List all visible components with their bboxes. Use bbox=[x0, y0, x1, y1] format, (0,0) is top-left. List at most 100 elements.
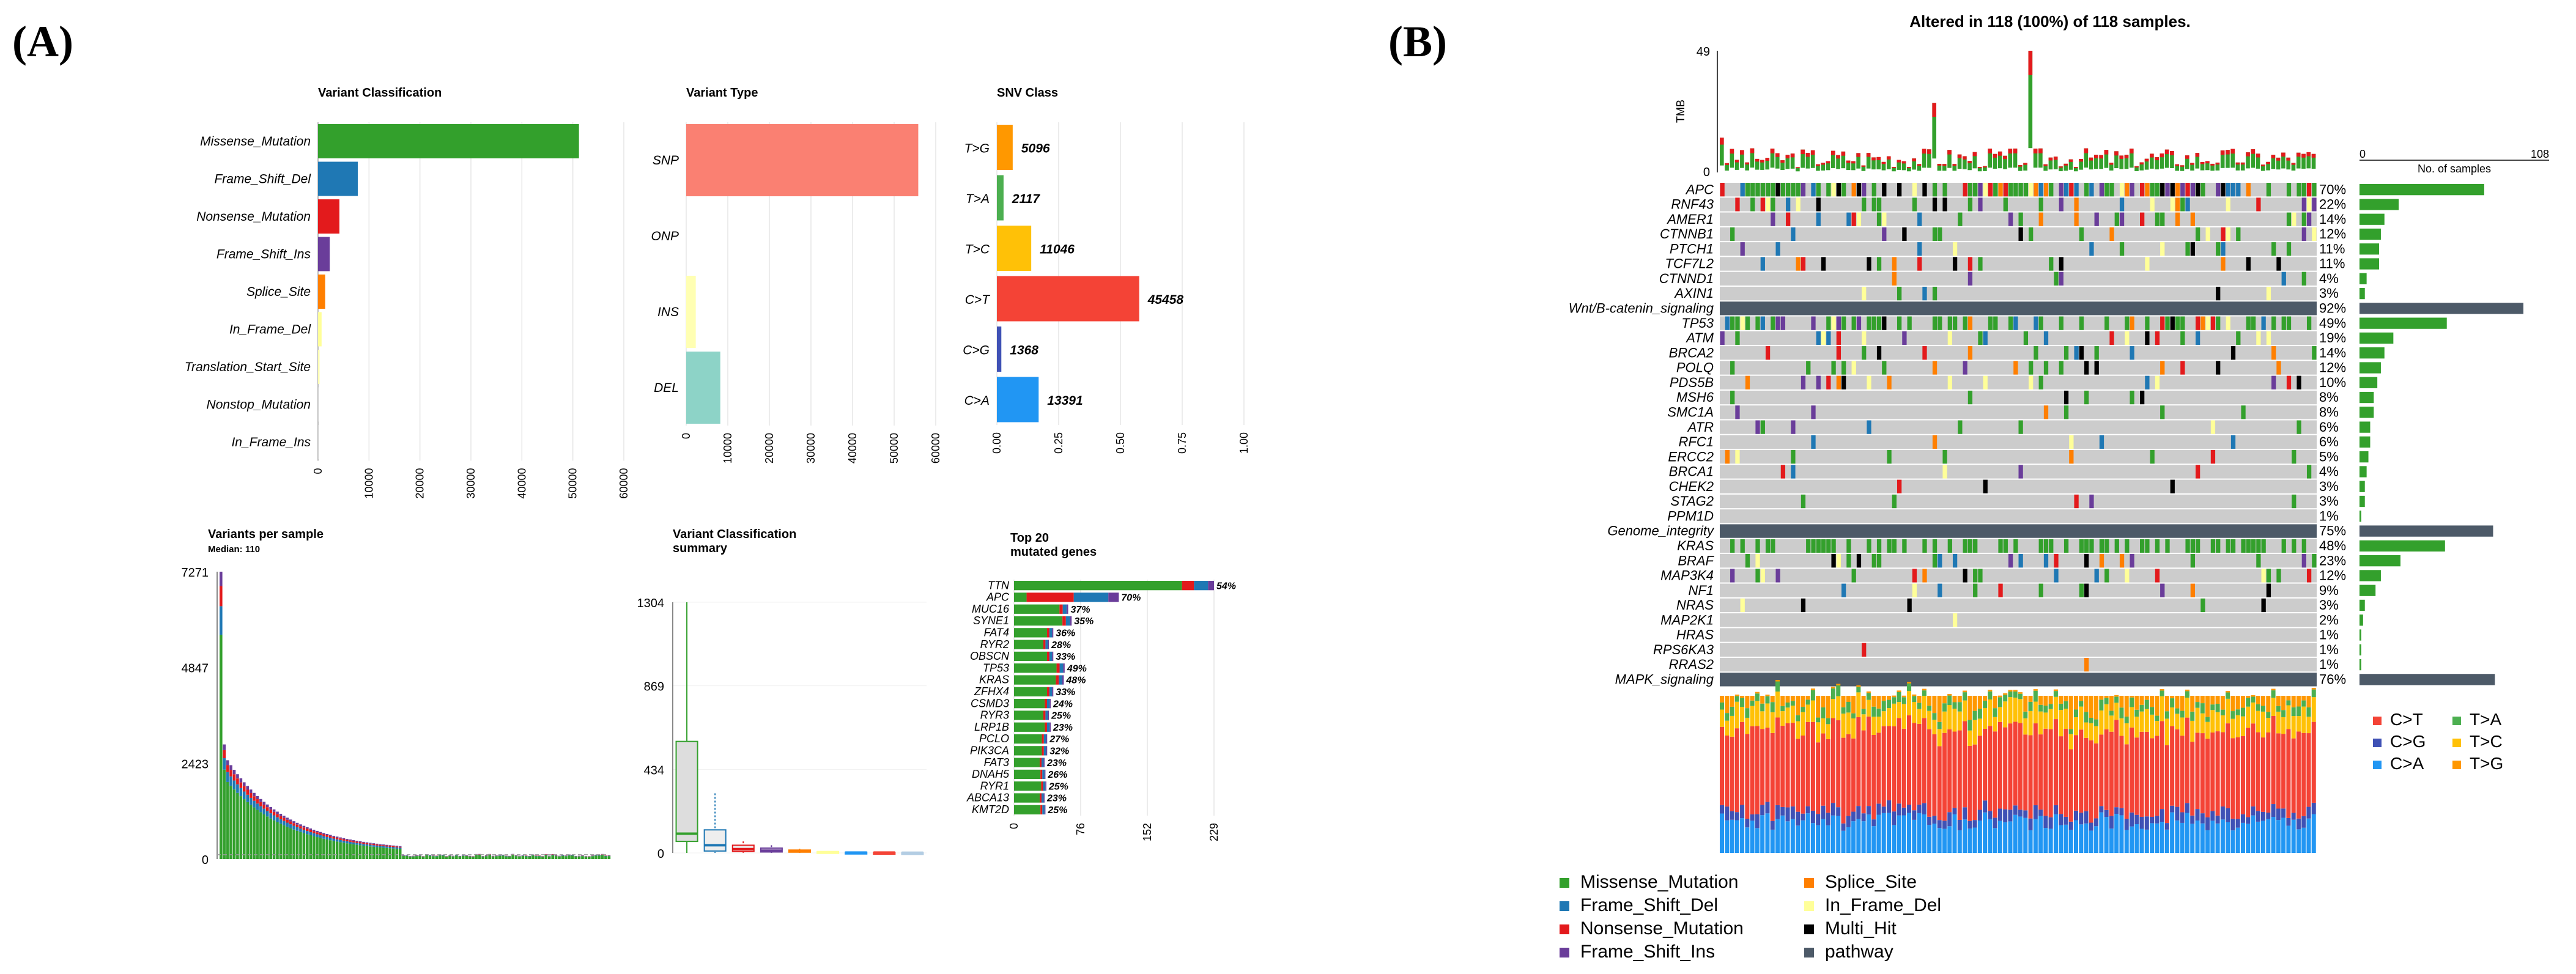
vps-bar bbox=[352, 842, 355, 844]
titv-bar bbox=[2200, 733, 2205, 814]
onco-cell bbox=[2170, 197, 2175, 212]
top-bar bbox=[1014, 734, 1042, 744]
vps-bar bbox=[379, 846, 382, 847]
vps-bar bbox=[598, 855, 601, 856]
titv-bar bbox=[2084, 737, 2089, 811]
tmb-bar bbox=[1912, 158, 1916, 161]
onco-cell bbox=[2145, 539, 2150, 553]
titv-bar bbox=[2038, 711, 2043, 735]
top-percent-label: 23% bbox=[1046, 794, 1067, 804]
titv-bar bbox=[2170, 812, 2175, 853]
titv-bar bbox=[2124, 830, 2129, 853]
onco-cell bbox=[2301, 197, 2306, 212]
titv-bar bbox=[2109, 710, 2114, 716]
onco-gene-label: STAG2 bbox=[1670, 493, 1714, 509]
snv-value-label: 13391 bbox=[1047, 394, 1083, 408]
tmb-bar bbox=[1796, 167, 1800, 172]
titv-bar bbox=[1760, 711, 1765, 729]
titv-bar bbox=[1790, 819, 1795, 853]
onco-cell bbox=[2094, 361, 2099, 375]
titv-bar bbox=[1967, 730, 1972, 746]
vc-summary-chart: Variant Classification summary 043486913… bbox=[637, 528, 927, 861]
onco-cell bbox=[2054, 271, 2059, 286]
onco-gene-label: KRAS bbox=[1677, 538, 1714, 553]
top-bar bbox=[1045, 710, 1048, 720]
titv-bar bbox=[2215, 696, 2220, 704]
variant-legend-swatch bbox=[1804, 901, 1814, 911]
titv-bar bbox=[2003, 822, 2008, 853]
titv-bar bbox=[2079, 813, 2084, 825]
onco-cell bbox=[2165, 539, 2170, 553]
titv-bar bbox=[2018, 693, 2023, 699]
tmb-bar bbox=[2311, 153, 2316, 158]
onco-cell bbox=[2043, 405, 2049, 419]
titv-bar bbox=[1720, 702, 1725, 710]
onco-cell bbox=[2160, 212, 2165, 226]
top-bar bbox=[1014, 663, 1057, 673]
vps-bar bbox=[365, 846, 369, 859]
titv-bar bbox=[2190, 824, 2195, 853]
titv-bar bbox=[2033, 723, 2038, 806]
onco-cell bbox=[1998, 183, 2003, 197]
vps-bar bbox=[292, 825, 295, 830]
tmb-bar bbox=[1856, 153, 1860, 157]
titv-bar bbox=[1932, 734, 1937, 816]
top-bar bbox=[1014, 604, 1060, 614]
onco-cell bbox=[1902, 227, 1907, 242]
onco-cell bbox=[1735, 450, 1740, 464]
onco-cell bbox=[2312, 197, 2317, 212]
titv-bar bbox=[1997, 821, 2002, 853]
titv-bar bbox=[1796, 721, 1801, 739]
onco-pct-label: 75% bbox=[2319, 523, 2346, 539]
top-bar bbox=[1040, 769, 1043, 780]
tmb-bar bbox=[1977, 166, 1982, 168]
titv-bar bbox=[2068, 696, 2073, 729]
tmb-bar bbox=[2119, 155, 2124, 159]
titv-bar bbox=[2063, 816, 2068, 825]
variant-legend-label: Frame_Shift_Del bbox=[1580, 895, 1718, 915]
onco-cell bbox=[1947, 375, 1952, 389]
onco-cell bbox=[2226, 316, 2230, 330]
vps-bar bbox=[262, 808, 266, 814]
titv-bar bbox=[2114, 814, 2119, 853]
titv-bar bbox=[1780, 711, 1785, 726]
onco-cell bbox=[2190, 183, 2195, 197]
onco-cell bbox=[2038, 183, 2043, 197]
onco-count-bar bbox=[2359, 199, 2399, 210]
onco-cell bbox=[2200, 316, 2205, 330]
onco-count-bar bbox=[2359, 213, 2385, 225]
onco-cell bbox=[1912, 569, 1917, 583]
onco-cell bbox=[1998, 539, 2003, 553]
onco-cell bbox=[1882, 183, 1887, 197]
tmb-bar bbox=[1957, 154, 1962, 169]
titv-bar bbox=[1866, 716, 1871, 806]
onco-pathway-row bbox=[1720, 673, 2317, 687]
vc-bar bbox=[318, 387, 319, 422]
vps-bar bbox=[558, 856, 561, 857]
vps-bar bbox=[598, 855, 601, 859]
titv-bar bbox=[2059, 703, 2063, 710]
tmb-bar bbox=[2170, 151, 2174, 156]
onco-cell bbox=[2286, 212, 2292, 226]
variant-classification-chart: Variant Classification 0 10000 20000 30000 4… bbox=[185, 86, 630, 499]
onco-cell bbox=[1791, 227, 1796, 242]
onco-cell bbox=[2301, 554, 2306, 568]
onco-cell bbox=[2200, 183, 2205, 197]
onco-cell bbox=[2084, 539, 2089, 553]
onco-cell bbox=[2084, 657, 2089, 672]
top-bar bbox=[1014, 616, 1063, 626]
onco-cell bbox=[1973, 183, 1978, 197]
vps-bar bbox=[505, 856, 508, 857]
titv-bar bbox=[2068, 821, 2073, 830]
vps-bar bbox=[379, 844, 382, 845]
titv-bar bbox=[2094, 726, 2099, 743]
titv-bar bbox=[2240, 716, 2245, 736]
vps-bar bbox=[322, 838, 325, 859]
tmb-bar bbox=[1881, 161, 1886, 164]
tmb-bar bbox=[2129, 149, 2134, 168]
onco-cell bbox=[1978, 257, 1983, 271]
onco-pathway-row bbox=[1720, 524, 2317, 538]
onco-row-bg bbox=[1720, 569, 2317, 583]
onco-cell bbox=[1902, 331, 1907, 345]
tmb-bar bbox=[1851, 161, 1856, 164]
